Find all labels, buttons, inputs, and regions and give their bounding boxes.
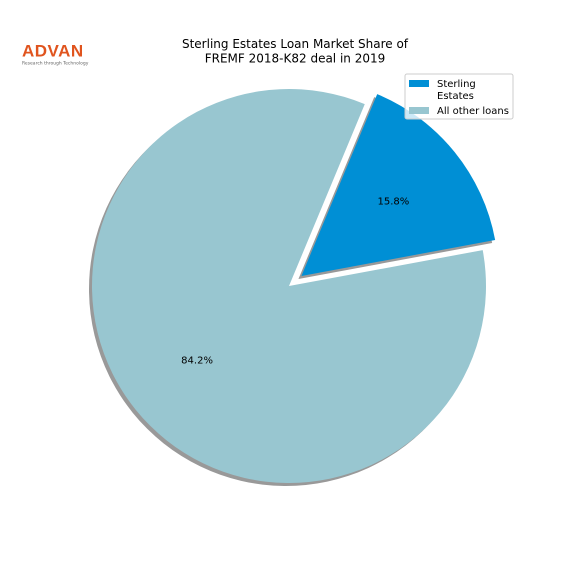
chart-title: Sterling Estates Loan Market Share of FRE…	[182, 37, 409, 65]
legend-label: All other loans	[437, 106, 509, 117]
legend-swatch	[409, 80, 429, 87]
data-label: 84.2%	[181, 355, 213, 366]
logo-tagline: Research through Technology	[22, 61, 89, 67]
wedge	[92, 88, 487, 483]
legend-label: Sterling Estates	[437, 79, 476, 102]
wedge	[301, 94, 496, 276]
legend-box	[404, 73, 514, 120]
data-label: 15.8%	[377, 197, 409, 208]
logo: ADVAN	[22, 41, 84, 60]
legend-swatch	[409, 107, 429, 114]
